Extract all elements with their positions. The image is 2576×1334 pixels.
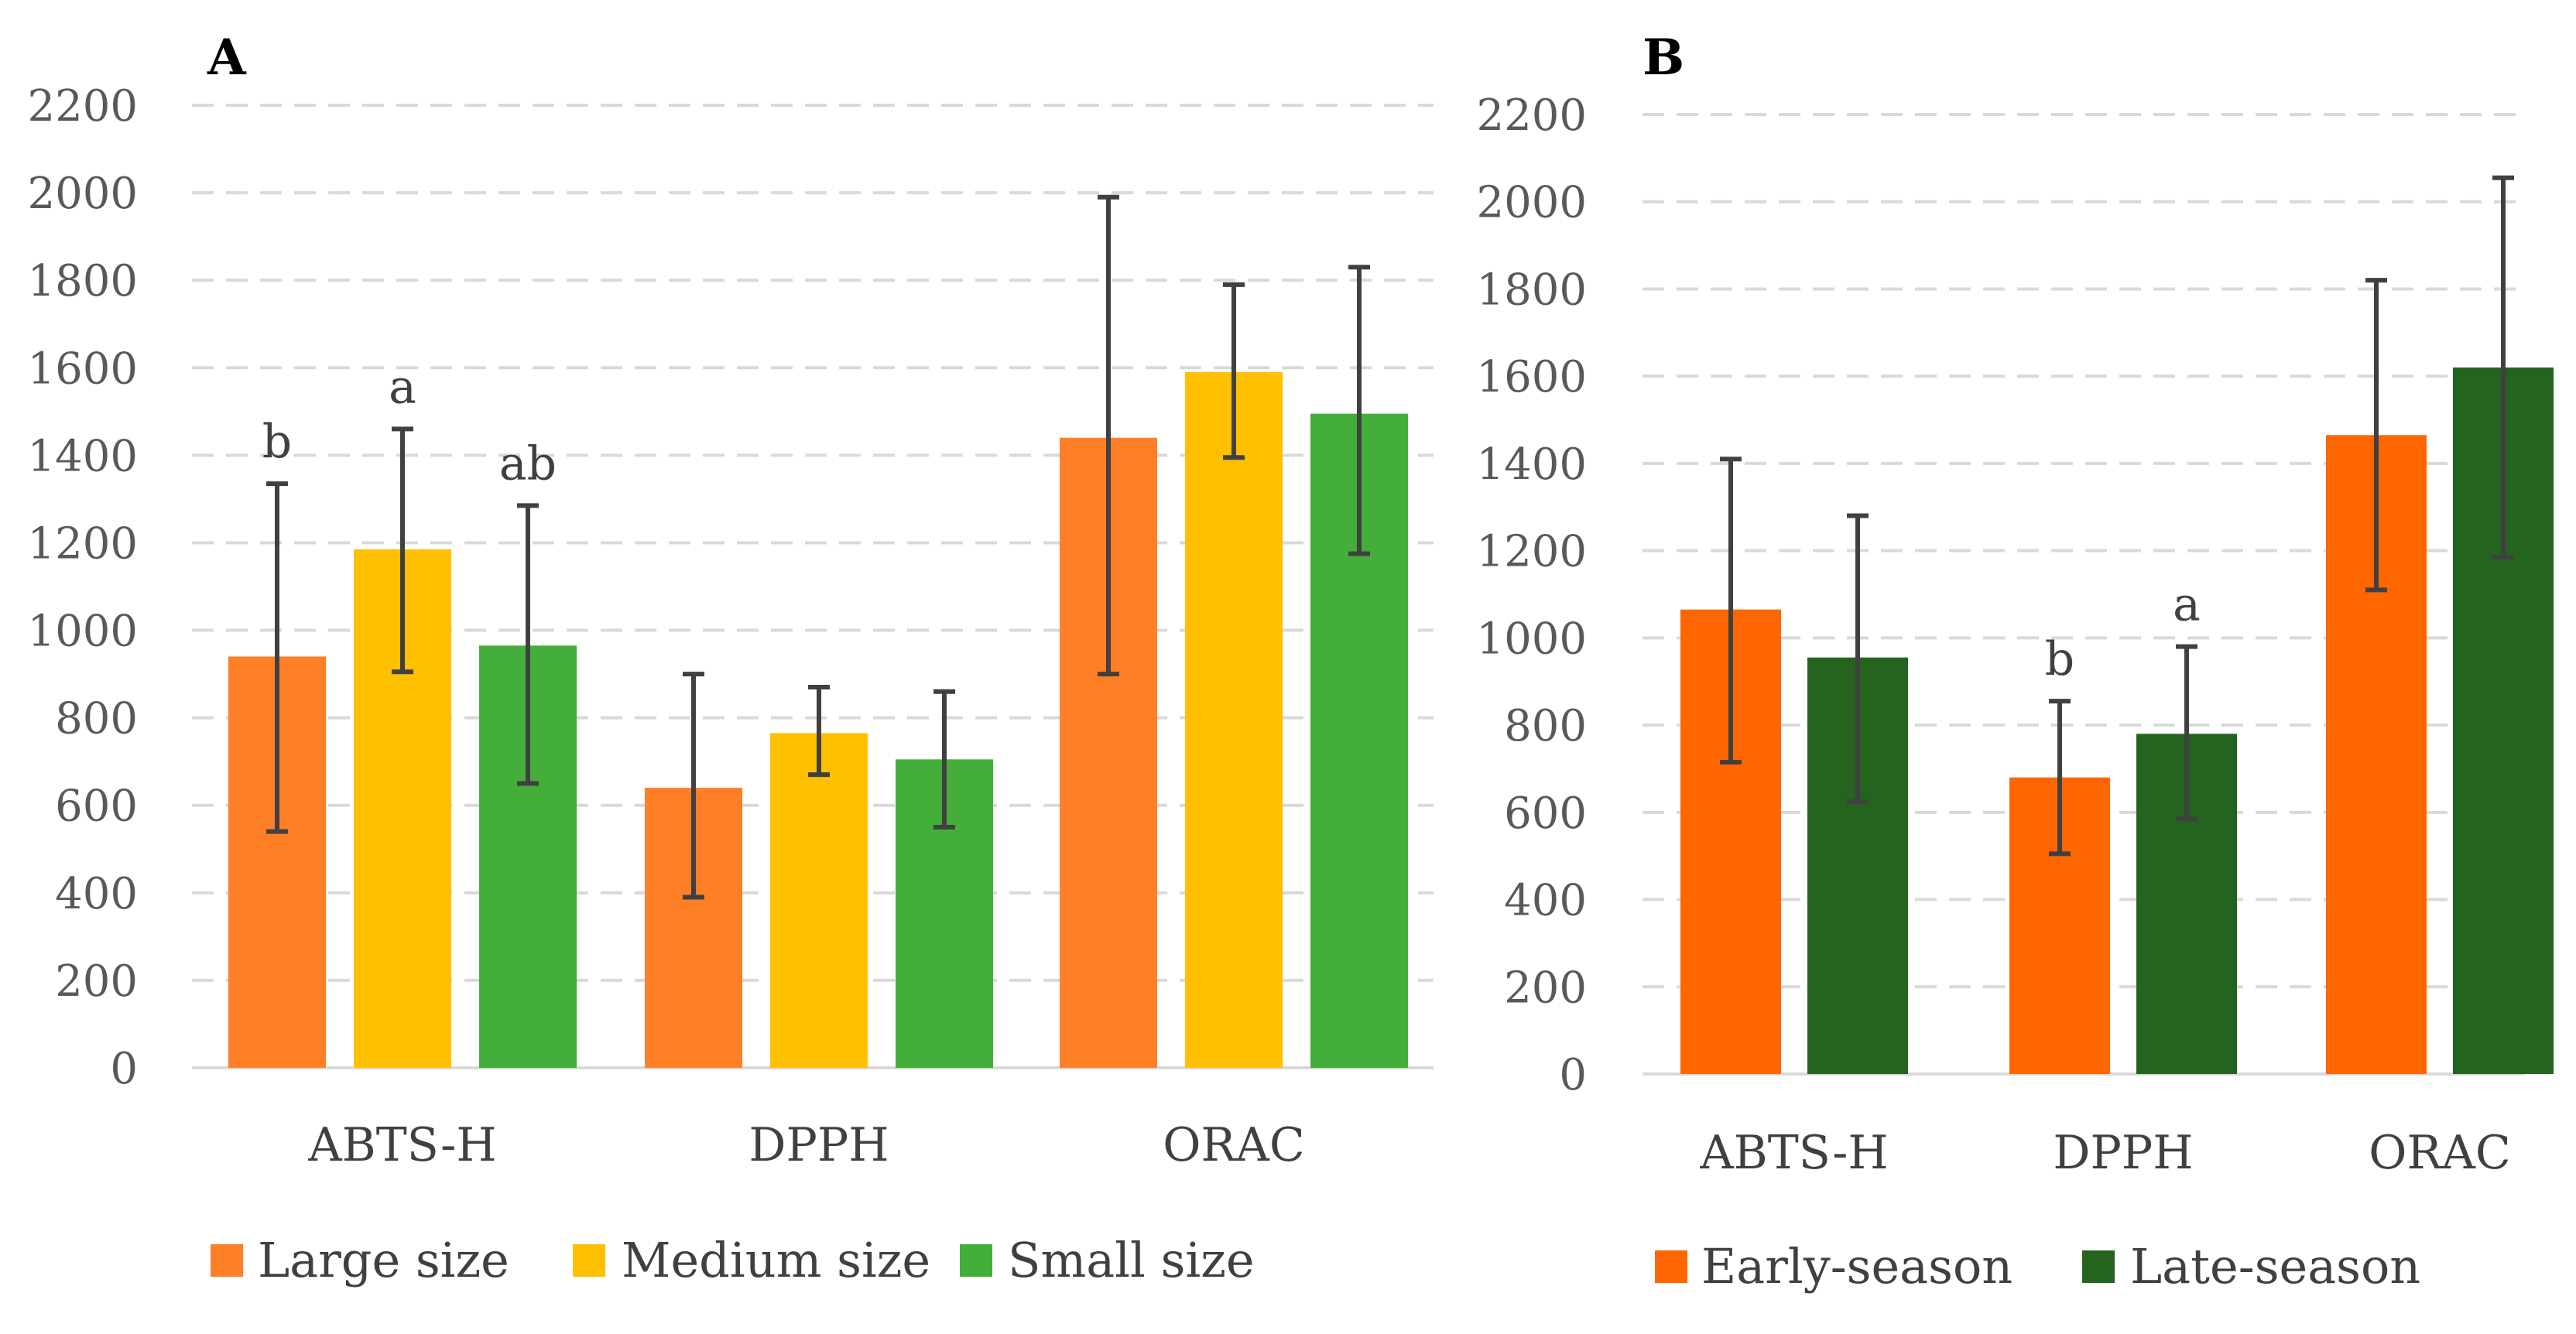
panel-b-chart: 0 200 400 600 800 1000 1200 1400 1600 1800 2000 220… [1476, 91, 2554, 1295]
y-tick-label: 600 [1504, 788, 1587, 839]
significance-letter: ab [499, 436, 557, 491]
x-category-label: ABTS-H [307, 1118, 496, 1172]
x-category-label: DPPH [2053, 1126, 2193, 1180]
y-tick-label: 200 [1504, 963, 1587, 1013]
y-tick-label: 200 [55, 956, 138, 1007]
error-bar [683, 672, 704, 900]
y-tick-label: 1600 [27, 344, 138, 394]
y-tick-label: 800 [1504, 701, 1587, 751]
y-tick-label: 1800 [1476, 265, 1587, 315]
error-bar [808, 685, 830, 778]
x-category-label: ABTS-H [1699, 1126, 1888, 1180]
legend-swatch [2082, 1250, 2115, 1283]
error-bar [2492, 175, 2514, 560]
error-bar [1720, 457, 1742, 764]
y-tick-label: 1400 [27, 431, 138, 481]
y-tick-label: 1400 [1476, 440, 1587, 490]
legend-label: Early-season [1701, 1238, 2012, 1295]
y-tick-label: 2000 [27, 169, 138, 219]
significance-letter: a [2173, 578, 2201, 632]
error-bar [517, 503, 539, 786]
y-tick-label: 400 [1504, 876, 1587, 926]
error-bar [1098, 194, 1119, 677]
y-tick-label: 2200 [1476, 91, 1587, 141]
error-bar [933, 689, 955, 829]
legend-swatch [960, 1244, 992, 1277]
bar [1185, 371, 1283, 1069]
legend-label: Medium size [622, 1232, 930, 1288]
y-tick-label: 1000 [27, 607, 138, 657]
error-bar [1847, 513, 1869, 804]
y-tick-label: 1200 [27, 518, 138, 569]
legend-swatch [211, 1244, 243, 1277]
panel-b-label: B [1643, 29, 1684, 87]
significance-letter: b [2045, 632, 2074, 686]
y-tick-label: 0 [110, 1044, 138, 1094]
error-bar [266, 481, 288, 834]
significance-letter: a [389, 360, 416, 414]
error-bar [392, 426, 413, 675]
y-tick-label: 1200 [1476, 527, 1587, 577]
significance-letter: b [262, 415, 292, 469]
x-category-label: ORAC [2369, 1126, 2511, 1180]
y-tick-label: 1600 [1476, 352, 1587, 402]
error-bar [2176, 644, 2197, 822]
error-bar [1348, 265, 1370, 556]
bar [770, 733, 868, 1068]
y-tick-label: 2000 [1476, 178, 1587, 228]
y-tick-label: 0 [1559, 1050, 1587, 1100]
legend-swatch [1655, 1250, 1687, 1283]
panel-a-label: A [207, 29, 247, 87]
x-category-label: DPPH [748, 1118, 889, 1172]
y-tick-label: 1000 [1476, 614, 1587, 664]
y-tick-label: 1800 [27, 256, 138, 306]
x-category-label: ORAC [1163, 1118, 1305, 1172]
legend-label: Late-season [2130, 1238, 2420, 1295]
y-tick-label: 600 [55, 782, 138, 832]
error-bar [2049, 699, 2071, 857]
y-tick-label: 400 [55, 869, 138, 919]
panel-a-chart: 0 200 400 600 800 1000 1200 1400 1600 1800 2000 220… [27, 81, 1434, 1288]
error-bar [1223, 282, 1245, 460]
legend-label: Small size [1008, 1232, 1255, 1288]
legend-label: Large size [258, 1232, 509, 1288]
error-bar [2365, 278, 2387, 593]
y-tick-label: 2200 [27, 81, 138, 132]
legend-swatch [573, 1244, 605, 1277]
y-tick-label: 800 [55, 694, 138, 744]
